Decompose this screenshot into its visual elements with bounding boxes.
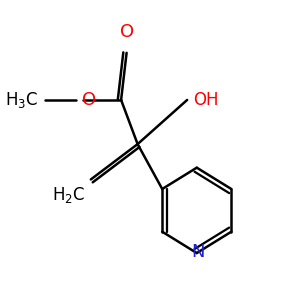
- Text: N: N: [191, 243, 205, 261]
- Text: H$_3$C: H$_3$C: [5, 90, 38, 110]
- Text: O: O: [119, 23, 134, 41]
- Text: OH: OH: [193, 91, 218, 109]
- Text: H$_2$C: H$_2$C: [52, 185, 85, 205]
- Text: O: O: [82, 91, 97, 109]
